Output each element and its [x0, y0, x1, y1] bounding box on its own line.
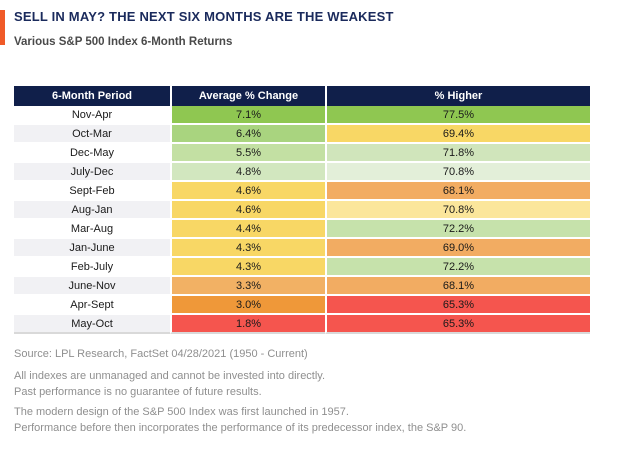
avg-change-cell: 3.3% [170, 277, 325, 296]
avg-change-cell: 4.6% [170, 201, 325, 220]
period-cell: July-Dec [14, 163, 170, 182]
column-header-pct-higher: % Higher [325, 86, 590, 106]
period-cell: Feb-July [14, 258, 170, 277]
table-row: July-Dec 4.8% 70.8% [14, 163, 590, 182]
period-cell: Aug-Jan [14, 201, 170, 220]
period-cell: May-Oct [14, 315, 170, 334]
table-row: May-Oct 1.8% 65.3% [14, 315, 590, 334]
table-row: Apr-Sept 3.0% 65.3% [14, 296, 590, 315]
pct-higher-cell: 68.1% [325, 277, 590, 296]
table-row: Nov-Apr 7.1% 77.5% [14, 106, 590, 125]
pct-higher-cell: 71.8% [325, 144, 590, 163]
avg-change-cell: 4.3% [170, 239, 325, 258]
period-cell: Jan-June [14, 239, 170, 258]
pct-higher-cell: 77.5% [325, 106, 590, 125]
avg-change-cell: 4.6% [170, 182, 325, 201]
returns-table: 6-Month Period Average % Change % Higher… [14, 86, 590, 334]
table-row: Mar-Aug 4.4% 72.2% [14, 220, 590, 239]
source-line: Source: LPL Research, FactSet 04/28/2021… [14, 348, 308, 360]
pct-higher-cell: 68.1% [325, 182, 590, 201]
period-cell: Nov-Apr [14, 106, 170, 125]
page-subtitle: Various S&P 500 Index 6-Month Returns [14, 36, 233, 48]
period-cell: Mar-Aug [14, 220, 170, 239]
table-row: Dec-May 5.5% 71.8% [14, 144, 590, 163]
pct-higher-cell: 69.4% [325, 125, 590, 144]
avg-change-cell: 3.0% [170, 296, 325, 315]
note-line-2: Performance before then incorporates the… [14, 422, 467, 434]
avg-change-cell: 1.8% [170, 315, 325, 334]
pct-higher-cell: 70.8% [325, 163, 590, 182]
avg-change-cell: 5.5% [170, 144, 325, 163]
pct-higher-cell: 69.0% [325, 239, 590, 258]
avg-change-cell: 6.4% [170, 125, 325, 144]
pct-higher-cell: 72.2% [325, 220, 590, 239]
table-row: Aug-Jan 4.6% 70.8% [14, 201, 590, 220]
period-cell: Sept-Feb [14, 182, 170, 201]
disclaimer-block: All indexes are unmanaged and cannot be … [14, 368, 325, 400]
table-row: Sept-Feb 4.6% 68.1% [14, 182, 590, 201]
table-row: Feb-July 4.3% 72.2% [14, 258, 590, 277]
period-cell: June-Nov [14, 277, 170, 296]
table-row: Jan-June 4.3% 69.0% [14, 239, 590, 258]
pct-higher-cell: 65.3% [325, 315, 590, 334]
avg-change-cell: 4.8% [170, 163, 325, 182]
column-header-period: 6-Month Period [14, 86, 170, 106]
avg-change-cell: 4.4% [170, 220, 325, 239]
pct-higher-cell: 70.8% [325, 201, 590, 220]
period-cell: Oct-Mar [14, 125, 170, 144]
period-cell: Apr-Sept [14, 296, 170, 315]
table-header-row: 6-Month Period Average % Change % Higher [14, 86, 590, 106]
avg-change-cell: 7.1% [170, 106, 325, 125]
avg-change-cell: 4.3% [170, 258, 325, 277]
pct-higher-cell: 65.3% [325, 296, 590, 315]
page-title: SELL IN MAY? THE NEXT SIX MONTHS ARE THE… [14, 9, 394, 24]
note-line-1: The modern design of the S&P 500 Index w… [14, 406, 349, 418]
column-header-avg-change: Average % Change [170, 86, 325, 106]
accent-bar [0, 10, 5, 45]
pct-higher-cell: 72.2% [325, 258, 590, 277]
table-row: June-Nov 3.3% 68.1% [14, 277, 590, 296]
disclaimer-line-1: All indexes are unmanaged and cannot be … [14, 370, 326, 382]
disclaimer-line-2: Past performance is no guarantee of futu… [14, 386, 262, 398]
table-row: Oct-Mar 6.4% 69.4% [14, 125, 590, 144]
period-cell: Dec-May [14, 144, 170, 163]
note-block: The modern design of the S&P 500 Index w… [14, 404, 466, 436]
